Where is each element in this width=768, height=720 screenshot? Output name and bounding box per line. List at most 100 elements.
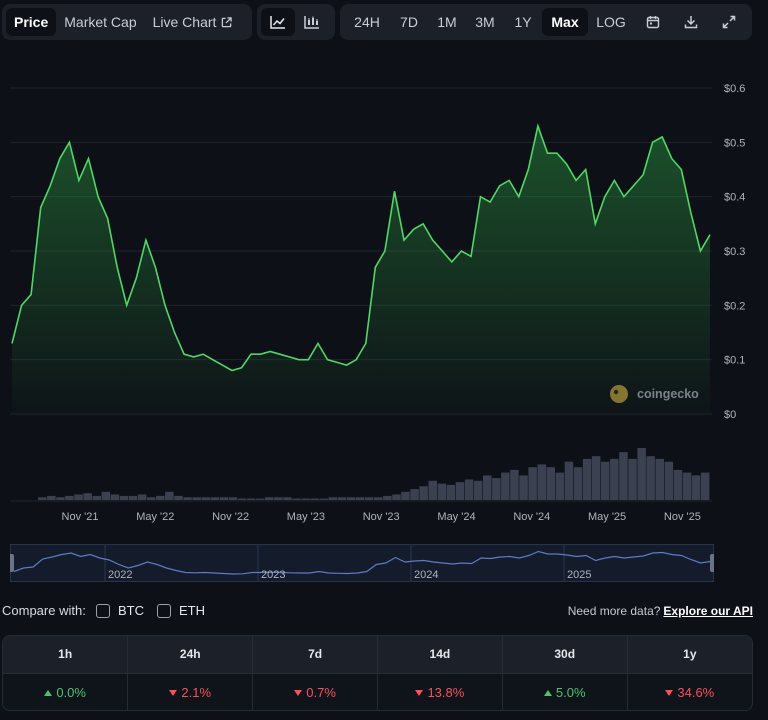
volume-bar [319, 498, 328, 500]
volume-bar [128, 495, 138, 500]
price-chart[interactable]: $0.6 $0.5 $0.4 $0.3 $0.2 $0.1 $0 Nov '21 May '2… [0, 46, 768, 540]
api-prompt: Need more data? Explore our API [568, 604, 753, 618]
coingecko-logo-icon [610, 385, 628, 403]
navigator-line [13, 550, 711, 575]
volume-bar [183, 497, 192, 500]
volume-bar [346, 497, 356, 500]
api-prompt-text: Need more data? [567, 604, 661, 618]
y-tick-label: $0.6 [724, 83, 745, 95]
volume-bar [210, 497, 219, 500]
volume-bar [591, 456, 601, 500]
range-1y[interactable]: 1Y [514, 14, 532, 30]
x-tick-label: Nov '23 [363, 511, 400, 523]
change-14d: 13.8% [377, 673, 503, 710]
volume-bar [528, 467, 537, 500]
y-tick-label: $0.2 [724, 300, 745, 312]
volume-bar [56, 497, 65, 500]
navigator-window[interactable] [10, 544, 714, 582]
line-chart-icon [270, 16, 285, 29]
calendar-button[interactable] [634, 8, 672, 36]
download-button[interactable] [672, 8, 710, 36]
volume-bar [464, 479, 474, 500]
volume-bar [374, 497, 383, 500]
volume-bar [255, 498, 265, 500]
navigator-grid [104, 545, 565, 581]
line-chart-button[interactable] [261, 8, 295, 36]
header-1h: 1h [3, 636, 129, 674]
range-7d[interactable]: 7D [400, 14, 418, 30]
x-tick-label: May '25 [588, 511, 626, 523]
x-tick-label: Nov '25 [664, 511, 701, 523]
checkbox-box[interactable] [96, 603, 110, 618]
volume-bar [646, 456, 655, 500]
expand-button[interactable] [710, 8, 748, 36]
volume-bar [174, 495, 183, 500]
compare-eth-checkbox[interactable]: ETH [157, 603, 205, 618]
compare-btc-checkbox[interactable]: BTC [96, 603, 144, 618]
change-value: 13.8% [427, 684, 465, 700]
volume-bar [492, 478, 501, 500]
volume-bar [147, 497, 156, 500]
navigator-tick-label: 2025 [567, 569, 591, 581]
volume-bar [137, 494, 147, 500]
volume-bar [673, 469, 683, 500]
header-14d: 14d [377, 636, 503, 674]
volume-bar [110, 494, 120, 500]
range-3m[interactable]: 3M [475, 14, 495, 30]
y-tick-label: $0.1 [724, 355, 745, 367]
volume-bar [237, 498, 247, 500]
volume-bar [328, 497, 338, 500]
range-group: 24H 7D 1M 3M 1Y Max LOG [340, 4, 752, 40]
volume-bar [364, 497, 374, 500]
change-value: 2.1% [181, 684, 212, 700]
volume-bar [419, 486, 428, 500]
change-1y: 34.6% [627, 673, 752, 710]
volume-bar [401, 491, 410, 500]
change-1h: 0.0% [3, 673, 129, 710]
navigator-right-handle[interactable] [710, 554, 714, 572]
external-link-icon [222, 16, 233, 27]
volume-bar [619, 452, 628, 500]
range-24h[interactable]: 24H [354, 14, 380, 30]
volume-bar [664, 461, 674, 500]
tab-price[interactable]: Price [6, 8, 57, 36]
x-tick-label: May '23 [287, 511, 325, 523]
expand-icon [722, 15, 736, 29]
range-navigator[interactable]: 2022 2023 2024 2025 [10, 544, 714, 582]
volume-bar [410, 489, 419, 500]
explore-api-link[interactable]: Explore our API [663, 604, 753, 618]
x-tick-label: Nov '21 [62, 511, 99, 523]
download-icon [684, 16, 698, 29]
volume-bar [192, 497, 201, 500]
candlestick-chart-button[interactable] [295, 8, 329, 36]
watermark: coingecko [610, 385, 699, 403]
range-1m[interactable]: 1M [437, 14, 457, 30]
navigator-left-handle[interactable] [10, 554, 14, 572]
checkbox-box[interactable] [157, 603, 171, 618]
tab-market-cap[interactable]: Market Cap [64, 14, 137, 30]
volume-bar [519, 475, 528, 500]
volume-bar [473, 480, 483, 500]
volume-bar [156, 495, 165, 500]
navigator-labels: 2022 2023 2024 2025 [108, 569, 591, 581]
volume-bar [537, 464, 546, 500]
tab-live-chart-label: Live Chart [152, 14, 217, 30]
volume-bar [228, 497, 238, 500]
navigator-tick-label: 2024 [414, 569, 438, 581]
price-line [11, 123, 711, 372]
volume-bar [83, 493, 92, 500]
log-scale-toggle[interactable]: LOG [596, 14, 626, 30]
table-row: 0.0% 2.1% 0.7% 13.8% 5.0% 34.6% [3, 673, 752, 710]
tab-live-chart[interactable]: Live Chart [145, 8, 241, 36]
range-max[interactable]: Max [542, 8, 588, 36]
x-tick-label: Nov '24 [513, 511, 550, 523]
chart-toolbar: Price Market Cap Live Chart [0, 0, 768, 46]
volume-bar [455, 482, 465, 500]
volume-bar [446, 484, 456, 500]
volume-bar [47, 495, 56, 500]
caret-down-icon [665, 689, 674, 696]
watermark-text: coingecko [637, 387, 699, 401]
volume-bar [119, 495, 129, 500]
volume-bar [201, 497, 210, 500]
volume-bar [655, 458, 664, 500]
